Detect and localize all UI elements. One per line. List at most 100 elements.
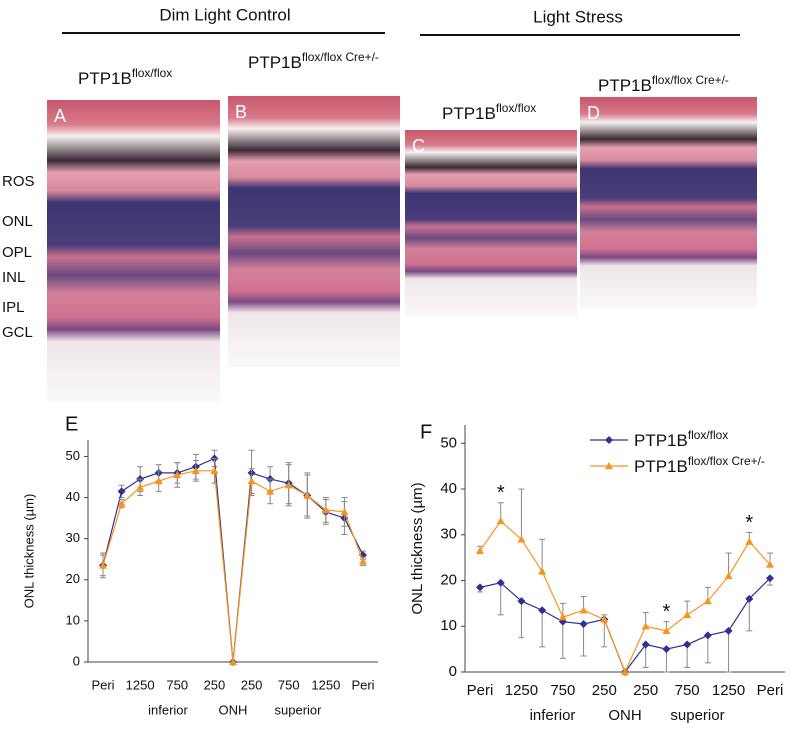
gene-name: PTP1B (634, 457, 688, 476)
gene-name: PTP1B (248, 53, 302, 72)
panel-letter: A (54, 106, 66, 126)
layer-label: ROS (2, 173, 35, 190)
data-point (321, 505, 330, 514)
x-tick-label: 1250 (505, 682, 538, 699)
data-point (266, 487, 275, 495)
data-point (210, 466, 219, 475)
y-axis-title: ONL thickness (µm) (409, 482, 426, 614)
panel-letter: B (235, 102, 247, 122)
y-tick-label: 50 (440, 434, 457, 451)
genotype-label: PTP1Bflox/flox (442, 101, 536, 123)
group-title: Dim Light Control (159, 5, 290, 24)
gene-name: PTP1B (442, 104, 496, 123)
x-tick-label: 750 (278, 677, 300, 692)
y-tick-label: 0 (73, 653, 80, 668)
x-tick-label: 750 (550, 682, 575, 699)
data-point (173, 470, 182, 479)
data-point (703, 597, 712, 605)
significance-mark: * (497, 482, 505, 504)
group-title: Light Stress (533, 7, 623, 26)
y-tick-label: 50 (66, 448, 80, 463)
data-point (359, 557, 367, 565)
genotype-label: PTP1Bflox/flox Cre+/- (634, 454, 765, 476)
x-group-label: superior (275, 702, 323, 717)
x-group-label: superior (670, 707, 724, 724)
micrograph (228, 96, 400, 367)
data-point (724, 626, 733, 635)
y-tick-label: 30 (440, 526, 457, 543)
data-point (247, 477, 256, 485)
data-point (136, 483, 145, 491)
genotype-superscript: flox/flox Cre+/- (652, 73, 729, 87)
x-tick-label: 250 (633, 682, 658, 699)
genotype-label: PTP1Bflox/flox Cre+/- (598, 73, 729, 95)
genotype-superscript: flox/flox (496, 101, 536, 115)
data-point (340, 507, 349, 516)
data-point (641, 640, 650, 649)
data-point (605, 436, 613, 444)
x-tick-label: 1250 (712, 682, 745, 699)
x-tick-label: 750 (675, 682, 700, 699)
x-tick-label: Peri (351, 677, 374, 692)
data-point (579, 606, 588, 614)
data-point (476, 546, 484, 554)
gene-name: PTP1B (78, 69, 132, 88)
x-tick-label: Peri (91, 677, 114, 692)
panel-letter: F (420, 421, 432, 443)
data-point (117, 487, 126, 496)
x-tick-label: Peri (757, 682, 784, 699)
data-point (517, 535, 526, 543)
data-point (600, 615, 609, 623)
data-point (303, 491, 312, 499)
x-group-label: ONH (608, 707, 641, 724)
x-tick-label: 250 (592, 682, 617, 699)
y-tick-label: 10 (440, 617, 457, 634)
data-point (683, 610, 692, 619)
layer-label: INL (2, 269, 25, 286)
y-tick-label: 20 (66, 571, 80, 586)
data-point (605, 462, 613, 470)
data-point (154, 477, 163, 485)
data-point (703, 631, 712, 640)
significance-mark: * (663, 601, 671, 623)
data-point (538, 606, 547, 615)
data-point (191, 466, 200, 475)
data-point (662, 645, 671, 654)
data-point (641, 622, 650, 630)
y-tick-label: 40 (440, 480, 457, 497)
y-tick-label: 30 (66, 530, 80, 545)
panel-letter: D (587, 103, 600, 123)
layer-label: GCL (2, 324, 33, 341)
genotype-superscript: flox/flox (688, 428, 728, 442)
x-tick-label: 1250 (311, 677, 340, 692)
series-line (479, 520, 771, 674)
layer-label: IPL (2, 299, 25, 316)
x-tick-label: 250 (241, 677, 263, 692)
data-point (745, 594, 754, 603)
layer-label: ONL (2, 213, 33, 230)
data-point (662, 626, 671, 635)
data-point (621, 668, 629, 676)
genotype-label: PTP1Bflox/flox (634, 428, 728, 450)
genotype-superscript: flox/flox Cre+/- (302, 50, 379, 64)
data-point (558, 613, 567, 621)
series-line (479, 577, 771, 674)
panel-letter: E (65, 413, 78, 435)
x-group-label: ONH (219, 702, 248, 717)
data-point (538, 567, 547, 575)
y-axis-title: ONL thickness (µm) (21, 494, 36, 609)
data-point (496, 578, 505, 587)
data-point (579, 619, 588, 628)
genotype-superscript: flox/flox (132, 66, 172, 80)
x-group-label: inferior (148, 702, 188, 717)
x-tick-label: 1250 (126, 677, 155, 692)
data-point (745, 537, 754, 545)
micrograph (47, 100, 220, 402)
data-point (683, 640, 692, 649)
micrograph (405, 130, 577, 316)
data-point (229, 658, 237, 666)
data-point (496, 517, 505, 525)
data-point (117, 499, 126, 507)
data-point (476, 583, 484, 592)
data-point (99, 561, 107, 569)
